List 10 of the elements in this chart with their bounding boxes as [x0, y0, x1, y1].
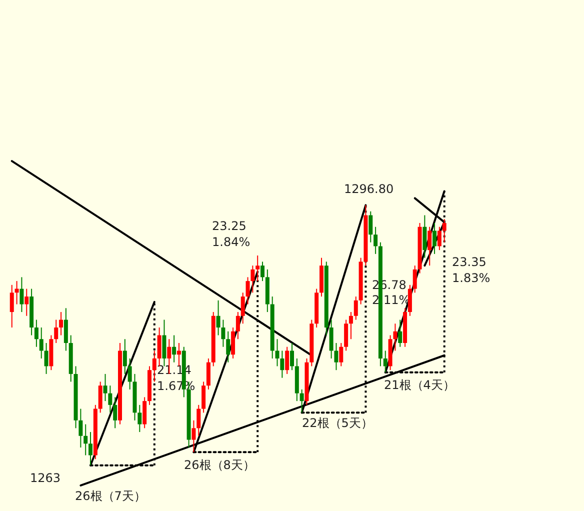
annotation: 1296.80 — [344, 182, 394, 196]
annotation: 1263 — [30, 471, 61, 485]
annotation: 1.84% — [212, 235, 250, 249]
annotation: 21根（4天） — [384, 378, 455, 392]
annotation: 26根（8天） — [184, 458, 255, 472]
text: 23.35 — [452, 255, 486, 269]
annotation: 26根（7天） — [75, 489, 146, 503]
annotation: 22根（5天） — [302, 416, 373, 430]
text: 1.83% — [452, 271, 490, 285]
annotation: 23.25 — [212, 219, 246, 233]
